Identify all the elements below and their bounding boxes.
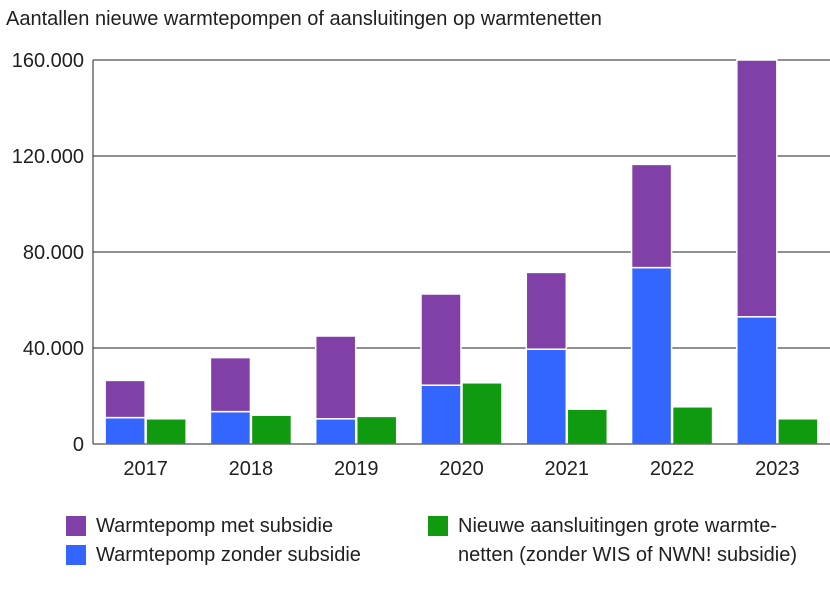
legend-label-warmtenetten: Nieuwe aansluitingen grote warmte- nette… (458, 515, 798, 566)
x-tick-label-2017: 2017 (123, 458, 168, 480)
bar-met-2023 (736, 59, 778, 318)
bar-zonder-2018 (209, 410, 252, 445)
x-tick-label-2018: 2018 (229, 458, 274, 480)
y-tick-label-80000: 80.000 (23, 242, 84, 264)
x-tick-label-2020: 2020 (439, 458, 484, 480)
x-tick-label-2022: 2022 (650, 458, 695, 480)
y-tick-label-160000: 160.000 (12, 50, 84, 72)
legend-column-2: Nieuwe aansluitingen grote warmte- nette… (428, 512, 797, 570)
bar-warmtenet-2018 (250, 414, 293, 445)
bar-warmtenet-2017 (145, 418, 187, 445)
bar-warmtenet-2019 (355, 415, 398, 445)
bar-met-2020 (420, 293, 462, 386)
bar-warmtenet-2023 (777, 418, 819, 445)
bar-met-2017 (104, 379, 146, 419)
bar-met-2018 (209, 356, 252, 413)
legend-item-warmtenetten: Nieuwe aansluitingen grote warmte- nette… (428, 512, 797, 570)
bar-zonder-2023 (736, 316, 778, 445)
legend-swatch-zonder-subsidie (66, 545, 86, 565)
x-tick-label-2019: 2019 (334, 458, 379, 480)
y-tick-label-0: 0 (73, 434, 84, 456)
bar-zonder-2022 (630, 266, 673, 445)
bar-met-2022 (630, 163, 673, 269)
legend-label-met-subsidie: Warmtepomp met subsidie (96, 515, 334, 537)
bar-warmtenet-2021 (566, 408, 609, 445)
legend-column-1: Warmtepomp met subsidie Warmtepomp zonde… (66, 512, 361, 570)
bar-warmtenet-2022 (671, 406, 714, 445)
legend-swatch-warmtenetten (428, 516, 448, 536)
bar-met-2019 (314, 335, 357, 420)
y-tick-label-40000: 40.000 (23, 338, 84, 360)
bar-zonder-2021 (525, 348, 568, 445)
bar-zonder-2020 (420, 384, 462, 445)
legend-label-zonder-subsidie: Warmtepomp zonder subsidie (96, 544, 361, 566)
x-tick-label-2023: 2023 (755, 458, 800, 480)
legend-swatch-met-subsidie (66, 516, 86, 536)
bar-zonder-2017 (104, 416, 146, 445)
bar-met-2021 (525, 271, 568, 350)
bar-warmtenet-2020 (461, 382, 503, 445)
legend-item-zonder-subsidie: Warmtepomp zonder subsidie (66, 541, 361, 570)
bar-zonder-2019 (314, 418, 357, 445)
chart-title: Aantallen nieuwe warmtepompen of aanslui… (6, 8, 602, 30)
legend-item-met-subsidie: Warmtepomp met subsidie (66, 512, 361, 541)
y-tick-label-120000: 120.000 (12, 146, 84, 168)
x-tick-label-2021: 2021 (545, 458, 590, 480)
axis-layer: 0 40.000 80.000 120.000 160.000 2017 2018 2019 2… (12, 50, 830, 480)
